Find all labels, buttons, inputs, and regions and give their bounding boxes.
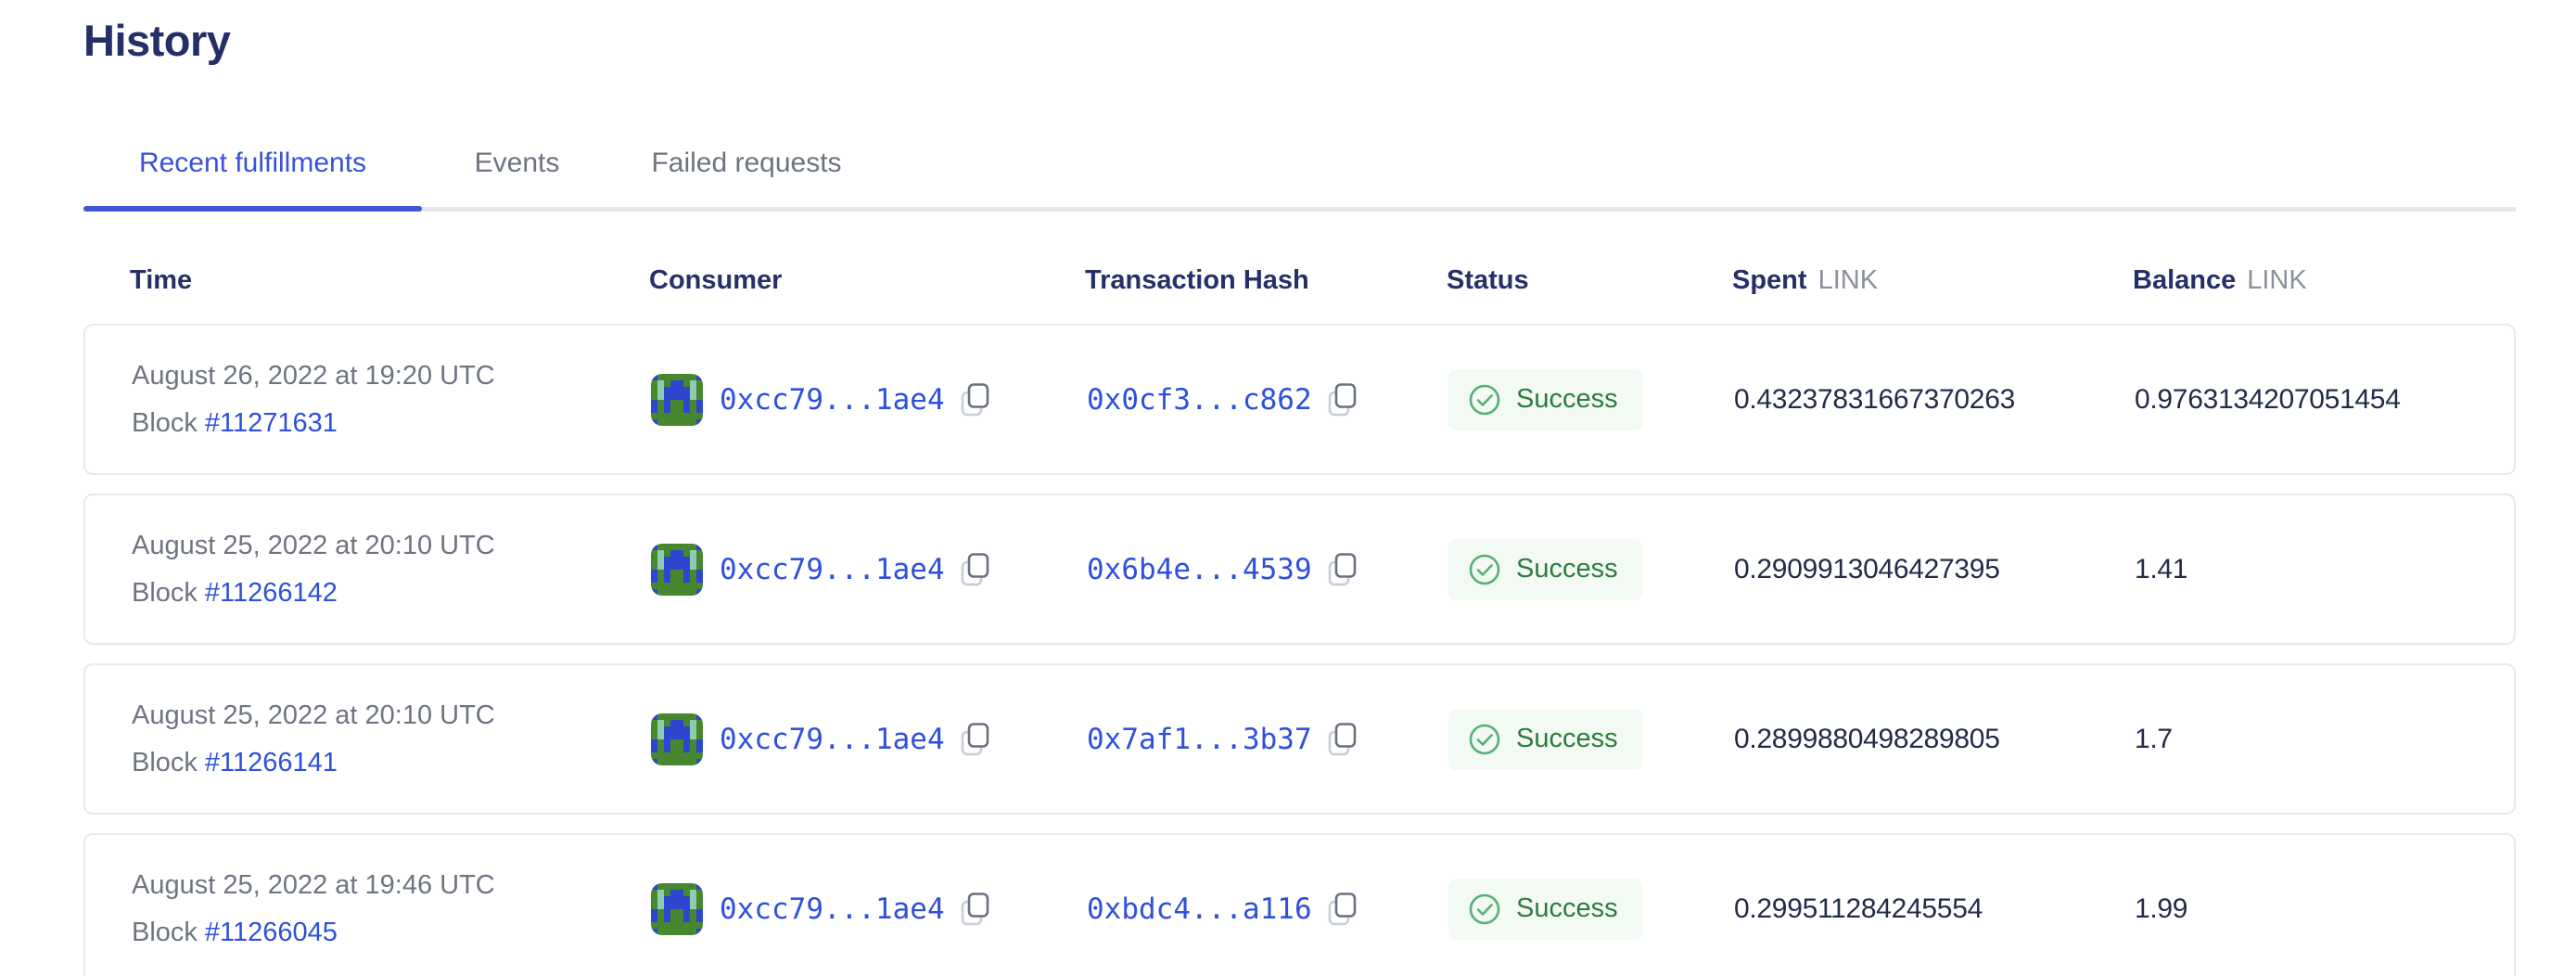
block-prefix: Block — [132, 917, 198, 947]
status-label: Success — [1516, 384, 1618, 414]
tab-events[interactable]: Events — [474, 148, 560, 178]
block-number-link[interactable]: #11266141 — [204, 747, 338, 777]
status-badge: Success — [1448, 708, 1642, 770]
row-timestamp: August 25, 2022 at 20:10 UTC — [132, 700, 495, 730]
spent-value: 0.299511284245554 — [1734, 893, 1983, 924]
page-title: History — [83, 16, 231, 65]
header-spent: Spent LINK — [1732, 265, 1879, 295]
row-txhash-cell: 0xbdc4...a116 — [1087, 891, 1448, 928]
consumer-identicon — [651, 713, 703, 765]
row-status-cell: Success — [1448, 368, 1734, 430]
header-balance: Balance LINK — [2133, 265, 2307, 295]
consumer-identicon — [651, 543, 703, 596]
check-circle-icon — [1469, 554, 1500, 584]
consumer-address-link[interactable]: 0xcc79...1ae4 — [720, 722, 945, 756]
block-number-link[interactable]: #11271631 — [204, 407, 338, 438]
row-consumer-cell: 0xcc79...1ae4 — [651, 373, 1087, 426]
table-row: August 25, 2022 at 19:46 UTC Block #11266… — [83, 833, 2516, 976]
row-txhash-cell: 0x7af1...3b37 — [1087, 721, 1448, 758]
spent-value: 0.43237831667370263 — [1734, 383, 2015, 415]
tx-hash-link[interactable]: 0x6b4e...4539 — [1087, 552, 1312, 586]
row-time-cell: August 25, 2022 at 19:46 UTC Block #11266… — [132, 870, 651, 948]
balance-value: 1.7 — [2135, 723, 2173, 754]
row-status-cell: Success — [1448, 538, 1734, 600]
row-consumer-cell: 0xcc79...1ae4 — [651, 882, 1087, 935]
row-time-cell: August 25, 2022 at 20:10 UTC Block #11266… — [132, 700, 651, 778]
tab-failed-requests[interactable]: Failed requests — [651, 148, 842, 178]
status-badge: Success — [1448, 368, 1642, 430]
block-number-link[interactable]: #11266045 — [204, 917, 338, 947]
row-timestamp: August 25, 2022 at 19:46 UTC — [132, 869, 495, 900]
block-prefix: Block — [132, 747, 198, 777]
header-transaction-hash: Transaction Hash — [1085, 265, 1309, 295]
check-circle-icon — [1469, 724, 1500, 754]
copy-icon[interactable] — [958, 381, 993, 418]
row-status-cell: Success — [1448, 878, 1734, 940]
tab-bar: Recent fulfillments Events Failed reques… — [83, 148, 2516, 212]
row-block: Block #11271631 — [132, 408, 651, 439]
copy-icon[interactable] — [1325, 381, 1360, 418]
row-block: Block #11266045 — [132, 918, 651, 948]
row-consumer-cell: 0xcc79...1ae4 — [651, 713, 1087, 765]
spent-value: 0.2909913046427395 — [1734, 553, 2000, 584]
row-time-cell: August 26, 2022 at 19:20 UTC Block #11271… — [132, 361, 651, 439]
header-spent-unit: LINK — [1817, 265, 1879, 295]
row-consumer-cell: 0xcc79...1ae4 — [651, 543, 1087, 596]
spent-value: 0.2899880498289805 — [1734, 723, 2000, 754]
row-txhash-cell: 0x6b4e...4539 — [1087, 551, 1448, 588]
tx-hash-link[interactable]: 0x7af1...3b37 — [1087, 722, 1312, 756]
header-time: Time — [130, 265, 193, 295]
copy-icon[interactable] — [958, 551, 993, 588]
check-circle-icon — [1469, 384, 1500, 415]
copy-icon[interactable] — [1325, 551, 1360, 588]
status-label: Success — [1516, 893, 1618, 923]
balance-value: 0.9763134207051454 — [2135, 383, 2401, 415]
row-txhash-cell: 0x0cf3...c862 — [1087, 381, 1448, 418]
block-prefix: Block — [132, 407, 198, 438]
row-block: Block #11266142 — [132, 578, 651, 609]
table-row: August 25, 2022 at 20:10 UTC Block #11266… — [83, 494, 2516, 645]
balance-value: 1.41 — [2135, 553, 2188, 584]
fulfillments-list: August 26, 2022 at 19:20 UTC Block #11271… — [83, 324, 2516, 976]
copy-icon[interactable] — [1325, 891, 1360, 928]
consumer-address-link[interactable]: 0xcc79...1ae4 — [720, 382, 945, 417]
check-circle-icon — [1469, 893, 1500, 924]
table-row: August 26, 2022 at 19:20 UTC Block #11271… — [83, 324, 2516, 475]
copy-icon[interactable] — [958, 891, 993, 928]
tx-hash-link[interactable]: 0xbdc4...a116 — [1087, 892, 1312, 926]
block-number-link[interactable]: #11266142 — [204, 577, 338, 608]
status-badge: Success — [1448, 538, 1642, 600]
header-status: Status — [1447, 265, 1529, 295]
table-row: August 25, 2022 at 20:10 UTC Block #11266… — [83, 663, 2516, 815]
status-label: Success — [1516, 724, 1618, 753]
header-balance-unit: LINK — [2247, 265, 2307, 295]
status-label: Success — [1516, 554, 1618, 584]
row-block: Block #11266141 — [132, 748, 651, 778]
consumer-address-link[interactable]: 0xcc79...1ae4 — [720, 892, 945, 926]
table-header-row: Time Consumer Transaction Hash Status Sp… — [83, 265, 2516, 296]
copy-icon[interactable] — [1325, 721, 1360, 758]
row-timestamp: August 26, 2022 at 19:20 UTC — [132, 360, 495, 391]
row-timestamp: August 25, 2022 at 20:10 UTC — [132, 530, 495, 560]
row-time-cell: August 25, 2022 at 20:10 UTC Block #11266… — [132, 531, 651, 609]
balance-value: 1.99 — [2135, 893, 2188, 924]
consumer-identicon — [651, 882, 703, 935]
status-badge: Success — [1448, 878, 1642, 940]
copy-icon[interactable] — [958, 721, 993, 758]
block-prefix: Block — [132, 577, 198, 608]
consumer-address-link[interactable]: 0xcc79...1ae4 — [720, 552, 945, 586]
row-status-cell: Success — [1448, 708, 1734, 770]
consumer-identicon — [651, 373, 703, 426]
tx-hash-link[interactable]: 0x0cf3...c862 — [1087, 382, 1312, 417]
header-consumer: Consumer — [649, 265, 783, 295]
tab-recent-fulfillments[interactable]: Recent fulfillments — [83, 148, 422, 212]
